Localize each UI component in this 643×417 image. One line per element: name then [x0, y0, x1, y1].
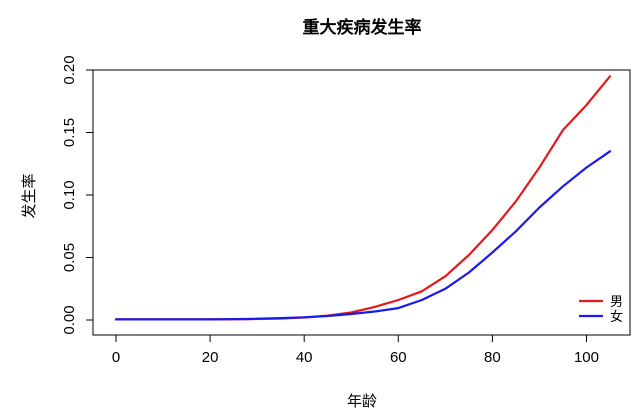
y-tick-label: 0.00	[61, 305, 78, 334]
y-axis-label: 发生率	[20, 173, 38, 218]
x-axis: 0 20 40 60 80 100	[112, 334, 599, 366]
x-tick-label: 40	[296, 349, 313, 366]
series-layer	[114, 75, 612, 321]
x-tick-label: 80	[484, 349, 501, 366]
y-axis: 0.00 0.05 0.10 0.15 0.20	[61, 55, 94, 335]
x-tick-label: 100	[574, 349, 599, 366]
legend-label-0: 男	[610, 295, 623, 310]
x-tick-label: 60	[390, 349, 407, 366]
x-axis-label: 年龄	[347, 392, 377, 410]
legend: 男女	[579, 295, 623, 325]
x-tick-label: 20	[202, 349, 219, 366]
x-tick-label: 0	[112, 349, 120, 366]
series-line-0	[114, 75, 612, 321]
chart-title: 重大疾病发生率	[303, 17, 422, 38]
y-tick-label: 0.20	[61, 55, 78, 84]
y-tick-label: 0.15	[61, 118, 78, 147]
y-tick-label: 0.10	[61, 180, 78, 209]
series-line-1	[114, 150, 612, 321]
plot-frame	[92, 69, 631, 336]
legend-label-1: 女	[610, 309, 623, 325]
y-tick-label: 0.05	[61, 243, 78, 272]
